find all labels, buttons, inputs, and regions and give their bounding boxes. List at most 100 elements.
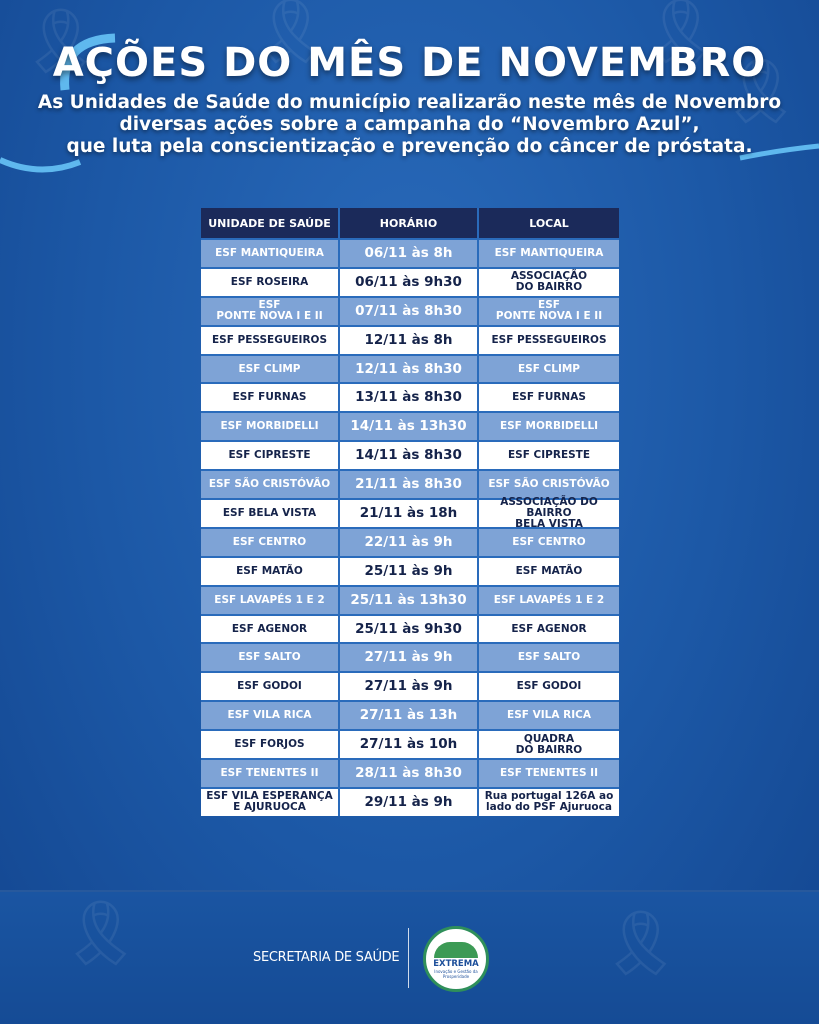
table-row: ESF AGENOR 25/11 às 9h30 ESF AGENOR [201, 613, 619, 643]
table-header-row: UNIDADE DE SAÚDE HORÁRIO LOCAL [201, 208, 619, 238]
cell-horario: 25/11 às 9h30 [340, 615, 479, 643]
cell-unidade: ESF GODOI [201, 673, 340, 701]
cell-local: ESF LAVAPÉS 1 E 2 [479, 586, 619, 614]
cell-local: ESF SÃO CRISTÓVÃO [479, 471, 619, 499]
column-header-unidade: UNIDADE DE SAÚDE [201, 208, 340, 238]
ribbon-watermark-icon: 🎗 [600, 907, 682, 981]
table-row: ESF PONTE NOVA I E II 07/11 às 8h30 ESF PO… [201, 295, 619, 325]
cell-horario: 29/11 às 9h [340, 788, 479, 816]
cell-local: ESF MATÃO [479, 557, 619, 585]
footer: SECRETARIA DE SAÚDE EXTREMA Inovação e G… [0, 890, 819, 1024]
cell-local: ESF PESSEGUEIROS [479, 326, 619, 354]
cell-local: ESF MANTIQUEIRA [479, 240, 619, 267]
cell-horario: 21/11 às 8h30 [340, 471, 479, 499]
ribbon-watermark-icon: 🎗 [640, 0, 722, 69]
subtitle-line-2: diversas ações sobre a campanha do “Nove… [119, 114, 700, 135]
cell-horario: 25/11 às 13h30 [340, 586, 479, 614]
ribbon-watermark-icon: 🎗 [60, 897, 142, 971]
cell-horario: 22/11 às 9h [340, 528, 479, 556]
table-row: ESF MANTIQUEIRA 06/11 às 8h ESF MANTIQUEIR… [201, 238, 619, 267]
table-row: ESF FURNAS 13/11 às 8h30 ESF FURNAS [201, 382, 619, 412]
cell-local: ESF CLIMP [479, 355, 619, 383]
cell-unidade: ESF VILA ESPERANÇA E AJURUOCA [201, 788, 340, 816]
table-row: ESF VILA RICA 27/11 às 13h ESF VILA RICA [201, 700, 619, 730]
table-row: ESF FORJOS 27/11 às 10h QUADRA DO BAIRRO [201, 729, 619, 759]
cell-unidade: ESF FORJOS [201, 731, 340, 759]
secretaria-label: SECRETARIA DE SAÚDE [253, 950, 400, 965]
table-row: ESF CLIMP 12/11 às 8h30 ESF CLIMP [201, 353, 619, 383]
table-row: ESF LAVAPÉS 1 E 2 25/11 às 13h30 ESF LAVAP… [201, 584, 619, 614]
cell-local: ESF PONTE NOVA I E II [479, 297, 619, 325]
table-row: ESF CENTRO 22/11 às 9h ESF CENTRO [201, 526, 619, 556]
cell-horario: 06/11 às 9h30 [340, 268, 479, 296]
cell-horario: 27/11 às 10h [340, 731, 479, 759]
cell-unidade: ESF MATÃO [201, 557, 340, 585]
cell-local: ASSOCIAÇÃO DO BAIRRO BELA VISTA [479, 496, 619, 529]
cell-horario: 12/11 às 8h30 [340, 355, 479, 383]
column-header-horario: HORÁRIO [340, 208, 479, 238]
footer-divider [408, 928, 409, 988]
cell-local: ESF VILA RICA [479, 702, 619, 730]
cell-local: ESF GODOI [479, 673, 619, 701]
table-row: ESF SALTO 27/11 às 9h ESF SALTO [201, 642, 619, 672]
page-title: AÇÕES DO MÊS DE NOVEMBRO [52, 40, 767, 86]
cell-horario: 07/11 às 8h30 [340, 297, 479, 325]
cell-unidade: ESF LAVAPÉS 1 E 2 [201, 586, 340, 614]
cell-unidade: ESF BELA VISTA [201, 500, 340, 527]
cell-local: ESF CIPRESTE [479, 442, 619, 470]
cell-horario: 14/11 às 8h30 [340, 442, 479, 470]
cell-local: ESF MORBIDELLI [479, 413, 619, 441]
cell-horario: 25/11 às 9h [340, 557, 479, 585]
table-row: ESF ROSEIRA 06/11 às 9h30 ASSOCIAÇÃO DO BA… [201, 266, 619, 296]
cell-local: QUADRA DO BAIRRO [479, 731, 619, 759]
cell-horario: 06/11 às 8h [340, 240, 479, 267]
cell-horario: 14/11 às 13h30 [340, 413, 479, 441]
cell-horario: 28/11 às 8h30 [340, 760, 479, 787]
table-row: ESF MATÃO 25/11 às 9h ESF MATÃO [201, 555, 619, 585]
table-row: ESF GODOI 27/11 às 9h ESF GODOI [201, 671, 619, 701]
cell-unidade: ESF SALTO [201, 644, 340, 672]
ribbon-arc-icon [60, 33, 116, 91]
table-row: ESF CIPRESTE 14/11 às 8h30 ESF CIPRESTE [201, 440, 619, 470]
cell-unidade: ESF CLIMP [201, 355, 340, 383]
cell-unidade: ESF MANTIQUEIRA [201, 240, 340, 267]
cell-local: ESF SALTO [479, 644, 619, 672]
ribbon-watermark-icon: 🎗 [720, 55, 802, 129]
cell-horario: 12/11 às 8h [340, 326, 479, 354]
cell-horario: 21/11 às 18h [340, 500, 479, 527]
ribbon-watermark-icon: 🎗 [250, 0, 332, 69]
cell-unidade: ESF TENENTES II [201, 760, 340, 787]
cell-unidade: ESF ROSEIRA [201, 268, 340, 296]
cell-unidade: ESF AGENOR [201, 615, 340, 643]
cell-horario: 27/11 às 13h [340, 702, 479, 730]
cell-local: ASSOCIAÇÃO DO BAIRRO [479, 268, 619, 296]
cell-local: ESF CENTRO [479, 528, 619, 556]
page-subtitle: As Unidades de Saúde do município realiz… [0, 92, 819, 158]
cell-local: ESF AGENOR [479, 615, 619, 643]
column-header-local: LOCAL [529, 216, 569, 230]
table-body: ESF MANTIQUEIRA 06/11 às 8h ESF MANTIQUEIR… [201, 238, 619, 816]
subtitle-line-3: que luta pela conscientização e prevençã… [66, 136, 753, 157]
cell-unidade: ESF FURNAS [201, 384, 340, 412]
cell-unidade: ESF CIPRESTE [201, 442, 340, 470]
cell-unidade: ESF PESSEGUEIROS [201, 326, 340, 354]
cell-unidade: ESF VILA RICA [201, 702, 340, 730]
cell-unidade: ESF MORBIDELLI [201, 413, 340, 441]
prefeitura-extrema-logo-icon: EXTREMA Inovação e Gestão da Prosperidad… [423, 926, 489, 992]
cell-unidade: ESF PONTE NOVA I E II [201, 297, 340, 325]
logo-name: EXTREMA [433, 958, 479, 969]
cell-unidade: ESF CENTRO [201, 528, 340, 556]
subtitle-line-1: As Unidades de Saúde do município realiz… [37, 92, 782, 113]
table-row: ESF TENENTES II 28/11 às 8h30 ESF TENENTES… [201, 758, 619, 787]
cell-local: ESF TENENTES II [479, 760, 619, 787]
table-row: ESF BELA VISTA 21/11 às 18h ASSOCIAÇÃO DO … [201, 496, 619, 529]
cell-horario: 27/11 às 9h [340, 644, 479, 672]
cell-unidade: ESF SÃO CRISTÓVÃO [201, 471, 340, 499]
logo-hill-icon [434, 941, 478, 958]
logo-tagline: Inovação e Gestão da Prosperidade [434, 968, 478, 979]
cell-horario: 13/11 às 8h30 [340, 384, 479, 412]
blue-ribbon-icon [0, 143, 819, 173]
table-row: ESF MORBIDELLI 14/11 às 13h30 ESF MORBIDEL… [201, 411, 619, 441]
cell-local: Rua portugal 126A ao lado do PSF Ajuruoc… [479, 788, 619, 816]
cell-local: ESF FURNAS [479, 384, 619, 412]
